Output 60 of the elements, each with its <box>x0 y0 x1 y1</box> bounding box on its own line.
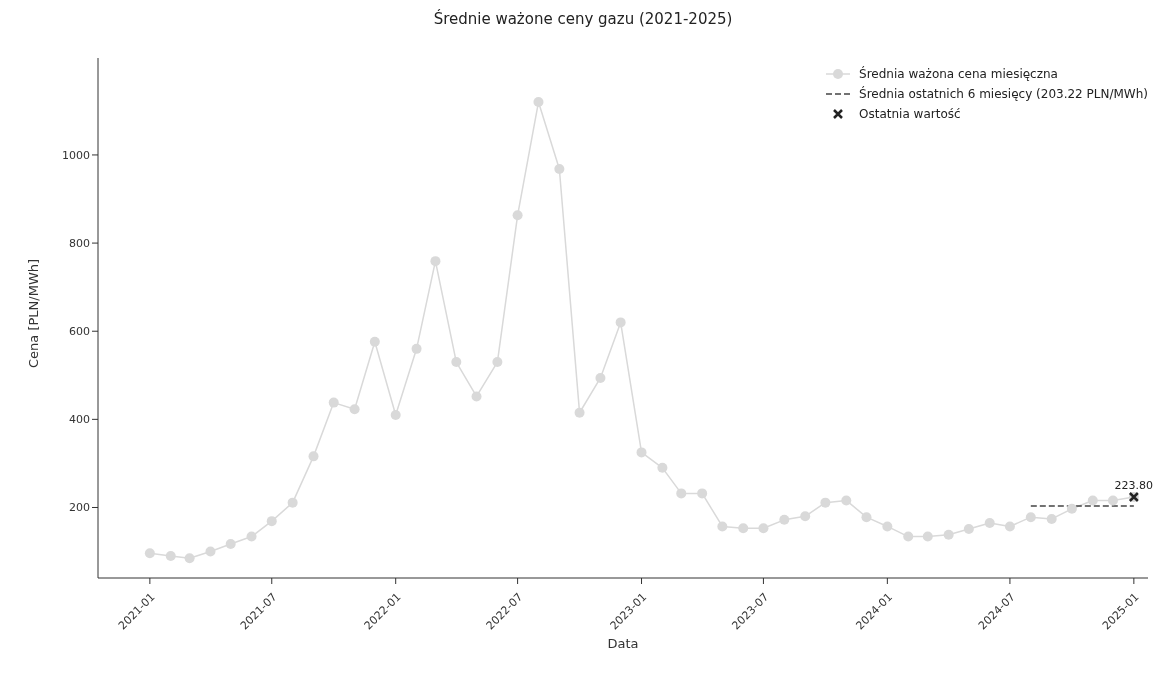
point <box>225 539 236 550</box>
point <box>184 553 195 564</box>
y-tick-label: 400 <box>69 413 90 427</box>
point <box>492 357 503 368</box>
point <box>1025 512 1036 523</box>
point <box>595 372 606 383</box>
point <box>922 531 933 542</box>
legend-label: Średnia ważona cena miesięczna <box>859 65 1058 83</box>
point <box>246 531 257 542</box>
point <box>861 512 872 523</box>
point <box>615 317 626 328</box>
y-tick-label: 800 <box>69 236 90 250</box>
y-tick-label: 200 <box>69 501 90 515</box>
point <box>411 343 422 354</box>
point <box>287 497 298 508</box>
x-axis-title: Data <box>607 636 639 651</box>
legend-label: Ostatnia wartość <box>859 106 961 123</box>
point <box>390 409 401 420</box>
point <box>471 391 482 402</box>
point <box>533 97 544 108</box>
point <box>676 488 687 499</box>
point <box>512 210 523 221</box>
point <box>984 517 995 528</box>
point <box>1004 521 1015 532</box>
point <box>841 495 852 506</box>
y-tick-label: 1000 <box>62 148 90 162</box>
point <box>779 514 790 525</box>
point <box>697 488 708 499</box>
point <box>963 524 974 535</box>
point <box>574 407 585 418</box>
point <box>1046 513 1057 524</box>
point <box>1087 495 1098 506</box>
point <box>328 397 339 408</box>
point <box>205 546 216 557</box>
point <box>1107 495 1118 506</box>
point <box>882 521 893 532</box>
point <box>308 451 319 462</box>
point <box>820 497 831 508</box>
annotation: 223.80 <box>1114 479 1154 492</box>
point <box>266 516 277 527</box>
y-axis-title: Cena [PLN/MWh] <box>25 258 41 368</box>
point <box>165 550 176 561</box>
point <box>738 523 749 534</box>
point <box>554 164 565 175</box>
point <box>800 511 811 522</box>
point <box>144 548 155 559</box>
point <box>636 447 647 458</box>
point <box>430 256 441 267</box>
point <box>717 521 728 532</box>
point <box>349 404 360 415</box>
chart-title: Średnie ważone ceny gazu (2021-2025) <box>432 10 734 28</box>
legend-label: Średnia ostatnich 6 miesięcy (203.22 PLN/MWh) <box>859 85 1148 103</box>
point <box>1066 503 1077 514</box>
point <box>657 462 668 473</box>
point <box>903 531 914 542</box>
y-tick-label: 600 <box>69 325 90 339</box>
point <box>758 523 769 534</box>
point <box>943 529 954 540</box>
point <box>451 357 462 368</box>
point <box>369 336 380 347</box>
